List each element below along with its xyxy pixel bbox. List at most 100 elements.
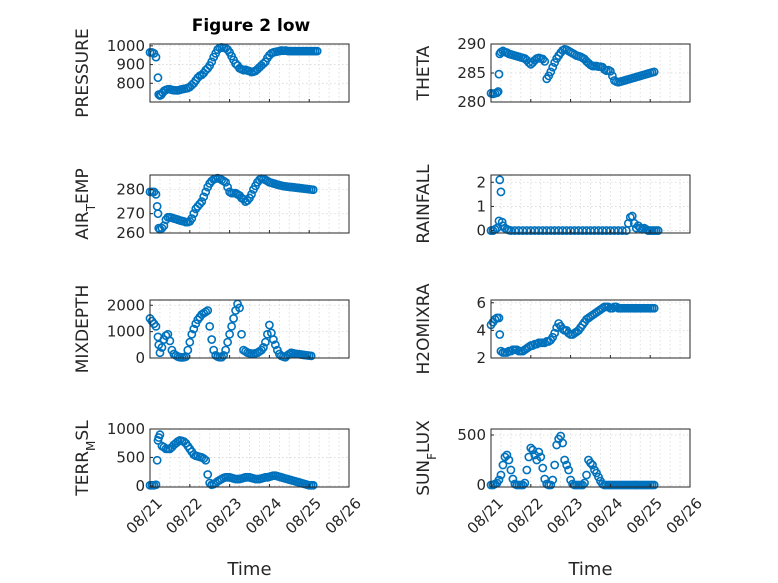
- data-point: [649, 303, 659, 313]
- data-point: [203, 306, 213, 315]
- data-point: [259, 59, 268, 69]
- y-axis-label: AIRTEMP: [73, 168, 98, 239]
- data-point: [151, 52, 161, 62]
- axes-box: [149, 43, 350, 103]
- data-point: [239, 194, 248, 204]
- data-point: [153, 209, 163, 219]
- data-point: [264, 320, 274, 330]
- y-tick-label: 1000: [107, 323, 145, 341]
- data-point: [187, 329, 197, 339]
- data-point: [189, 209, 199, 219]
- x-tick-label: 08/24: [242, 494, 285, 537]
- data-point: [498, 460, 508, 470]
- y-tick-label: 2: [476, 349, 486, 367]
- series-mixdepth: [145, 299, 316, 362]
- x-tick-label: 08/26: [663, 494, 706, 537]
- x-tick-label: 08/25: [282, 494, 325, 537]
- data-point: [153, 73, 163, 83]
- series-pressure: [145, 42, 322, 100]
- data-point: [495, 330, 505, 339]
- data-point: [518, 480, 528, 490]
- data-point: [207, 57, 217, 67]
- data-point: [154, 223, 164, 233]
- data-point: [552, 323, 562, 333]
- data-point: [560, 455, 570, 465]
- data-point: [306, 351, 316, 361]
- y-tick-label: 1: [476, 197, 486, 215]
- data-point: [582, 470, 591, 480]
- data-point: [536, 452, 546, 462]
- data-point: [492, 88, 502, 98]
- data-point: [506, 465, 516, 475]
- data-point: [588, 460, 597, 470]
- data-point: [550, 328, 560, 338]
- data-point: [564, 465, 574, 475]
- data-point: [550, 460, 560, 470]
- data-point: [187, 214, 197, 223]
- data-point: [494, 69, 504, 79]
- y-axis-label: H2OMIXRA: [414, 283, 434, 374]
- data-point: [203, 470, 213, 479]
- data-point: [312, 46, 322, 56]
- data-point: [562, 460, 572, 470]
- data-point: [546, 67, 556, 77]
- y-tick-label: 6: [476, 294, 486, 312]
- data-point: [494, 475, 504, 485]
- data-point: [548, 332, 558, 342]
- data-point: [235, 303, 244, 313]
- data-point: [308, 185, 318, 195]
- y-tick-label: 2000: [107, 296, 145, 314]
- data-point: [508, 474, 518, 484]
- data-point: [189, 324, 199, 334]
- data-point: [217, 352, 227, 362]
- data-point: [502, 450, 512, 460]
- y-axis-label: SUNFLUX: [414, 420, 439, 496]
- panel-rainfall: 0 1 2 RAINFALL: [414, 164, 691, 244]
- y-tick-label: 0: [476, 222, 486, 240]
- data-point: [607, 71, 617, 81]
- y-axis-label: PRESSURE: [73, 28, 93, 117]
- data-point: [558, 438, 568, 448]
- data-point: [496, 187, 506, 197]
- data-point: [227, 321, 236, 331]
- data-point: [261, 337, 270, 347]
- data-point: [205, 321, 215, 331]
- data-point: [496, 470, 506, 480]
- y-tick-label: 0: [135, 349, 145, 367]
- data-point: [548, 475, 558, 485]
- data-point: [522, 465, 532, 475]
- data-point: [494, 313, 504, 323]
- y-tick-label: 800: [116, 74, 145, 92]
- axes-box: [490, 174, 691, 234]
- data-point: [546, 480, 556, 490]
- y-tick-label: 500: [116, 448, 145, 466]
- data-point: [617, 226, 627, 235]
- data-point: [649, 67, 659, 77]
- x-tick-label: 08/23: [543, 494, 586, 537]
- axes-box: [149, 299, 350, 359]
- axes-box: [490, 428, 691, 488]
- x-tick-label: 08/21: [123, 494, 166, 537]
- panel-mixdepth: 0 1000 2000 MIXDEPTH: [73, 285, 350, 374]
- data-point: [157, 223, 167, 233]
- data-point: [199, 454, 209, 463]
- data-point: [259, 343, 268, 352]
- data-point: [237, 329, 246, 339]
- data-point: [201, 187, 211, 197]
- axes-box: [149, 174, 350, 234]
- y-axis-label: MIXDEPTH: [73, 285, 93, 374]
- y-tick-label: 2: [476, 173, 486, 191]
- data-point: [195, 199, 205, 209]
- data-point: [165, 336, 175, 346]
- x-tick-label: 08/26: [322, 494, 365, 537]
- data-point: [495, 175, 505, 185]
- data-point: [221, 177, 231, 187]
- y-tick-label: 1000: [107, 37, 145, 55]
- x-tick-label: 08/25: [623, 494, 666, 537]
- data-point: [197, 197, 207, 206]
